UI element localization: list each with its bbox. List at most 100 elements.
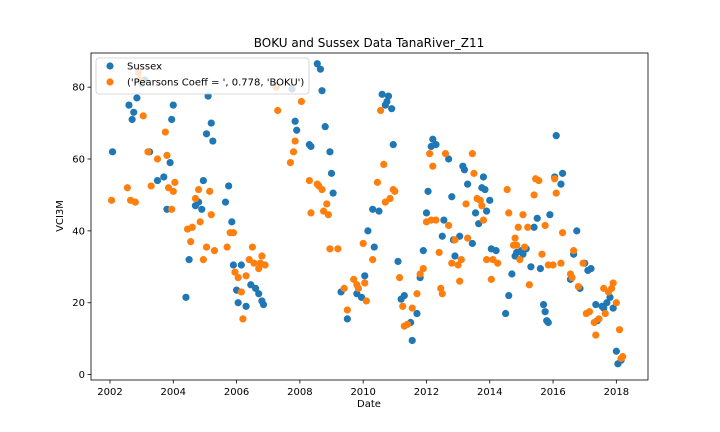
boku-point: [153, 155, 162, 163]
sussex-point: [364, 227, 372, 235]
sussex-point: [451, 252, 459, 260]
sussex-point: [508, 270, 516, 278]
sussex-point: [413, 309, 421, 318]
boku-point: [354, 284, 363, 292]
sussex-point: [169, 101, 177, 109]
boku-point: [191, 194, 200, 203]
sussex-point: [533, 214, 541, 222]
boku-point: [408, 304, 416, 312]
boku-point: [326, 245, 334, 253]
sussex-point: [369, 205, 377, 213]
sussex-point: [316, 65, 325, 73]
boku-point: [551, 175, 559, 183]
boku-point: [144, 148, 152, 156]
sussex-point: [440, 216, 448, 224]
sussex-point: [229, 261, 238, 269]
boku-point: [454, 261, 462, 269]
boku-point: [516, 256, 524, 264]
sussex-point: [612, 347, 620, 355]
sussex-point: [293, 126, 301, 134]
boku-point: [511, 234, 519, 242]
sussex-point: [207, 119, 215, 127]
sussex-point: [609, 304, 617, 312]
series-boku: [107, 69, 627, 363]
boku-point: [557, 259, 565, 267]
boku-point: [456, 277, 464, 285]
sussex-point: [603, 299, 611, 307]
boku-point: [549, 261, 557, 269]
x-tick-label: 2010: [350, 387, 375, 398]
legend-box: [95, 57, 310, 95]
boku-point: [416, 270, 424, 278]
boku-point: [570, 247, 578, 255]
sussex-point: [400, 291, 408, 300]
boku-point: [568, 273, 576, 282]
sussex-point: [501, 309, 510, 318]
sussex-point: [539, 300, 548, 309]
boku-point: [478, 202, 486, 210]
sussex-point: [557, 180, 565, 188]
boku-point: [199, 256, 207, 264]
boku-point: [196, 218, 204, 226]
sussex-point: [492, 247, 500, 255]
boku-point: [519, 211, 527, 219]
sussex-point: [255, 290, 263, 298]
boku-point: [169, 187, 177, 195]
boku-point: [187, 238, 195, 246]
boku-point: [380, 160, 388, 168]
boku-point: [261, 261, 269, 269]
boku-point: [362, 297, 370, 305]
sussex-point: [225, 182, 233, 190]
sussex-point: [530, 223, 538, 231]
boku-point: [552, 189, 560, 197]
sussex-point: [558, 169, 567, 177]
boku-point: [307, 209, 315, 217]
boku-point: [615, 326, 624, 334]
boku-point: [525, 281, 533, 289]
boku-point: [487, 275, 495, 283]
sussex-point: [587, 265, 595, 273]
sussex-point: [128, 115, 136, 124]
boku-point: [585, 308, 594, 316]
boku-point: [435, 248, 443, 257]
sussex-point: [361, 272, 369, 280]
chart-title: BOKU and Sussex Data TanaRiver_Z11: [254, 36, 485, 50]
boku-point: [579, 259, 587, 267]
sussex-point: [221, 198, 230, 206]
boku-point: [202, 243, 211, 251]
boku-point: [297, 97, 306, 106]
plot-background: [91, 53, 648, 380]
boku-point: [386, 194, 394, 203]
sussex-point: [519, 250, 527, 258]
boku-point: [419, 265, 427, 273]
boku-point: [188, 223, 196, 231]
boku-point: [479, 216, 488, 224]
boku-point: [123, 184, 131, 192]
sussex-point: [199, 176, 207, 185]
sussex-point: [185, 256, 193, 264]
boku-point: [426, 150, 434, 158]
boku-point: [210, 247, 219, 255]
sussex-point: [422, 209, 431, 217]
sussex-point: [251, 284, 260, 292]
sussex-point: [209, 137, 217, 145]
boku-point: [514, 223, 522, 231]
sussex-point: [166, 159, 174, 167]
boku-point: [403, 320, 412, 328]
sussex-point: [445, 155, 453, 163]
boku-point: [171, 178, 179, 186]
boku-point: [231, 268, 239, 276]
boku-point: [432, 216, 440, 224]
sussex-point: [318, 87, 326, 95]
sussex-point: [313, 60, 321, 68]
boku-point: [464, 234, 472, 242]
boku-point: [234, 273, 242, 282]
boku-point: [223, 243, 231, 251]
x-tick-label: 2006: [224, 387, 249, 398]
sussex-point: [536, 265, 545, 273]
y-tick-label: 80: [72, 83, 85, 94]
series-sussex: [108, 60, 625, 368]
boku-point: [131, 198, 139, 206]
boku-point: [494, 259, 502, 267]
sussex-point: [486, 196, 494, 204]
